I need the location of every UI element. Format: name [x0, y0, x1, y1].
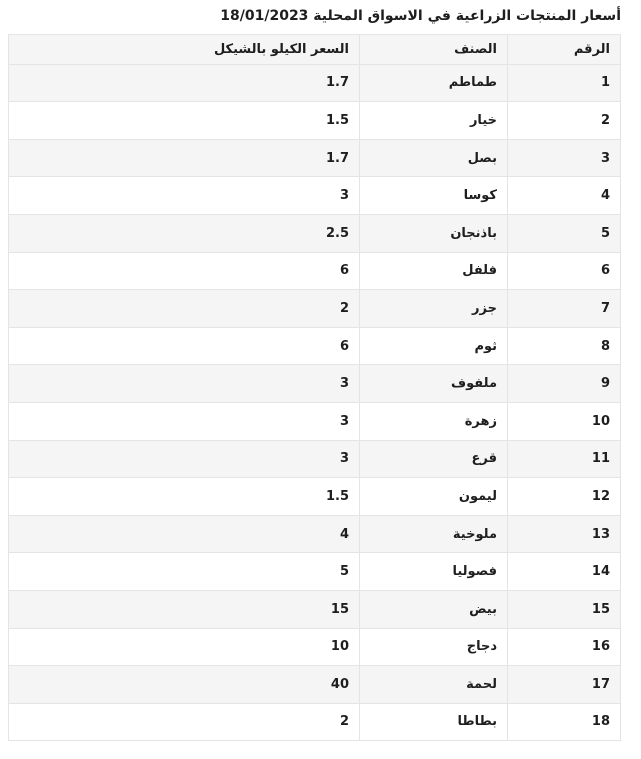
- table-row: 7 جزر 2: [8, 289, 621, 328]
- row-number-cell: 16: [507, 627, 621, 667]
- item-name-cell: بيض: [359, 589, 508, 629]
- row-number-cell: 14: [507, 552, 621, 591]
- price-cell: 5: [8, 552, 360, 591]
- item-name-cell: فلفل: [359, 251, 508, 291]
- table-row: 17 لحمة 40: [8, 665, 621, 704]
- table-row: 14 فصوليا 5: [8, 552, 621, 591]
- table-row: 11 قرع 3: [8, 439, 621, 479]
- table-row: 12 ليمون 1.5: [8, 477, 621, 516]
- item-name-cell: لحمة: [359, 665, 508, 704]
- table-row: 15 بيض 15: [8, 589, 621, 629]
- item-name-cell: فصوليا: [359, 552, 508, 591]
- row-number-cell: 17: [507, 665, 621, 704]
- row-number-cell: 6: [507, 251, 621, 291]
- item-name-cell: خيار: [359, 101, 508, 140]
- price-cell: 3: [8, 401, 360, 441]
- price-cell: 10: [8, 627, 360, 667]
- price-cell: 6: [8, 326, 360, 366]
- item-name-cell: باذنجان: [359, 213, 508, 253]
- price-cell: 3: [8, 176, 360, 215]
- table-row: 18 بطاطا 2: [8, 702, 621, 742]
- table-row: 9 ملفوف 3: [8, 364, 621, 403]
- row-number-cell: 12: [507, 477, 621, 516]
- row-number-cell: 1: [507, 63, 621, 103]
- item-name-cell: ملفوف: [359, 364, 508, 403]
- item-name-cell: ليمون: [359, 477, 508, 516]
- price-cell: 4: [8, 514, 360, 554]
- row-number-cell: 8: [507, 326, 621, 366]
- price-cell: 2: [8, 702, 360, 742]
- page-title: أسعار المنتجات الزراعية في الاسواق المحل…: [220, 8, 621, 24]
- price-cell: 1.5: [8, 101, 360, 140]
- row-number-cell: 9: [507, 364, 621, 403]
- price-cell: 3: [8, 364, 360, 403]
- price-cell: 2.5: [8, 213, 360, 253]
- price-cell: 3: [8, 439, 360, 479]
- item-name-cell: ملوخية: [359, 514, 508, 554]
- header-row: الرقم الصنف السعر الكيلو بالشيكل: [8, 33, 621, 65]
- table-row: 3 بصل 1.7: [8, 138, 621, 178]
- item-name-cell: بطاطا: [359, 702, 508, 742]
- row-number-cell: 15: [507, 589, 621, 629]
- price-cell: 15: [8, 589, 360, 629]
- item-name-cell: ثوم: [359, 326, 508, 366]
- price-cell: 6: [8, 251, 360, 291]
- table-row: 6 فلفل 6: [8, 251, 621, 291]
- row-number-cell: 7: [507, 289, 621, 328]
- column-header-number: الرقم: [507, 33, 621, 65]
- item-name-cell: دجاج: [359, 627, 508, 667]
- table-row: 10 زهرة 3: [8, 401, 621, 441]
- row-number-cell: 4: [507, 176, 621, 215]
- item-name-cell: كوسا: [359, 176, 508, 215]
- table-row: 8 ثوم 6: [8, 326, 621, 366]
- row-number-cell: 18: [507, 702, 621, 742]
- row-number-cell: 2: [507, 101, 621, 140]
- table-row: 2 خيار 1.5: [8, 101, 621, 140]
- row-number-cell: 10: [507, 401, 621, 441]
- item-name-cell: زهرة: [359, 401, 508, 441]
- item-name-cell: طماطم: [359, 63, 508, 103]
- price-cell: 40: [8, 665, 360, 704]
- table-row: 4 كوسا 3: [8, 176, 621, 215]
- price-cell: 2: [8, 289, 360, 328]
- price-cell: 1.7: [8, 138, 360, 178]
- price-cell: 1.7: [8, 63, 360, 103]
- column-header-item: الصنف: [359, 33, 508, 65]
- row-number-cell: 11: [507, 439, 621, 479]
- prices-table: الرقم الصنف السعر الكيلو بالشيكل 1 طماطم…: [8, 33, 621, 742]
- row-number-cell: 5: [507, 213, 621, 253]
- price-cell: 1.5: [8, 477, 360, 516]
- row-number-cell: 13: [507, 514, 621, 554]
- table-row: 1 طماطم 1.7: [8, 63, 621, 103]
- table-row: 16 دجاج 10: [8, 627, 621, 667]
- item-name-cell: جزر: [359, 289, 508, 328]
- table-row: 5 باذنجان 2.5: [8, 213, 621, 253]
- page: أسعار المنتجات الزراعية في الاسواق المحل…: [8, 8, 621, 742]
- table-row: 13 ملوخية 4: [8, 514, 621, 554]
- item-name-cell: بصل: [359, 138, 508, 178]
- column-header-price: السعر الكيلو بالشيكل: [8, 33, 360, 65]
- row-number-cell: 3: [507, 138, 621, 178]
- item-name-cell: قرع: [359, 439, 508, 479]
